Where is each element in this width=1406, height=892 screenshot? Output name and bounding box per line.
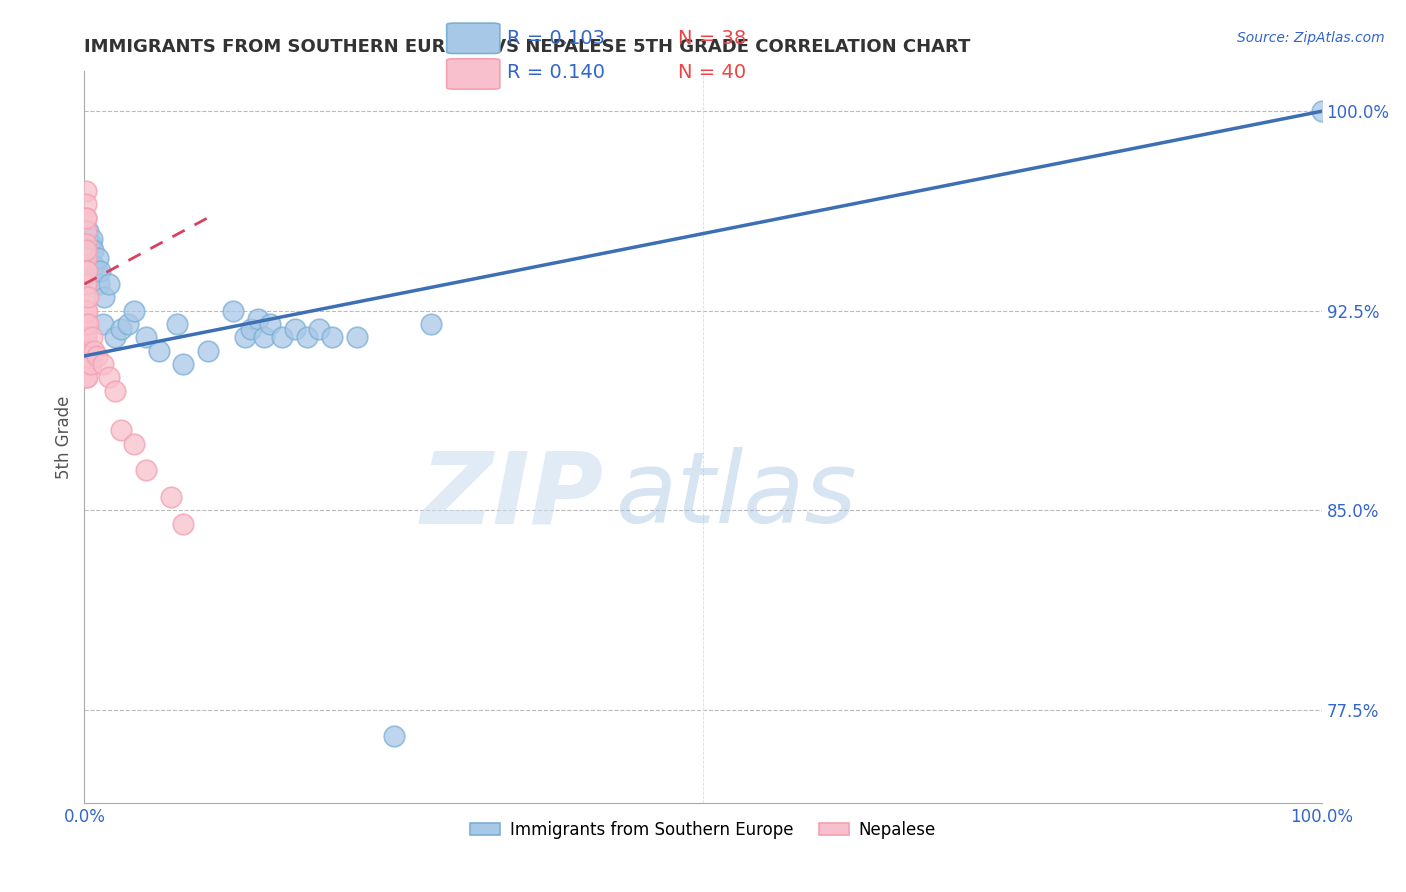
Text: IMMIGRANTS FROM SOUTHERN EUROPE VS NEPALESE 5TH GRADE CORRELATION CHART: IMMIGRANTS FROM SOUTHERN EUROPE VS NEPAL… xyxy=(84,38,970,56)
Point xyxy=(75,251,97,265)
Point xyxy=(77,224,100,238)
FancyBboxPatch shape xyxy=(447,59,501,89)
Point xyxy=(76,303,98,318)
Point xyxy=(79,237,101,252)
Legend: Immigrants from Southern Europe, Nepalese: Immigrants from Southern Europe, Nepales… xyxy=(464,814,942,846)
Point xyxy=(246,311,269,326)
Point xyxy=(233,330,256,344)
Point xyxy=(77,317,100,331)
Text: ZIP: ZIP xyxy=(420,447,605,544)
FancyBboxPatch shape xyxy=(447,23,501,54)
Point xyxy=(122,436,145,450)
Point xyxy=(295,330,318,344)
Point xyxy=(75,317,97,331)
Point xyxy=(76,357,98,371)
Point xyxy=(75,277,97,292)
Point xyxy=(382,729,405,743)
Point xyxy=(271,330,294,344)
Point xyxy=(284,322,307,336)
Point xyxy=(75,290,97,304)
Point xyxy=(75,184,97,198)
Text: Source: ZipAtlas.com: Source: ZipAtlas.com xyxy=(1237,31,1385,45)
Point xyxy=(75,264,97,278)
Point xyxy=(75,303,97,318)
Point xyxy=(240,322,263,336)
Text: N = 38: N = 38 xyxy=(678,29,747,48)
Point xyxy=(160,490,183,504)
Point xyxy=(75,317,97,331)
Text: atlas: atlas xyxy=(616,447,858,544)
Point xyxy=(93,290,115,304)
Point xyxy=(79,251,101,265)
Point xyxy=(75,243,97,257)
Point xyxy=(91,317,114,331)
Point xyxy=(89,277,111,292)
Point xyxy=(110,322,132,336)
Point xyxy=(76,343,98,358)
Point xyxy=(104,330,127,344)
Point xyxy=(75,237,97,252)
Point xyxy=(82,243,104,257)
Point xyxy=(76,370,98,384)
Point xyxy=(110,424,132,438)
Point xyxy=(75,349,97,363)
Y-axis label: 5th Grade: 5th Grade xyxy=(55,395,73,479)
Point xyxy=(346,330,368,344)
Point xyxy=(77,290,100,304)
Point xyxy=(80,232,103,246)
Point xyxy=(148,343,170,358)
Point xyxy=(79,357,101,371)
Point xyxy=(122,303,145,318)
Point xyxy=(135,463,157,477)
Point xyxy=(98,277,121,292)
Point xyxy=(104,384,127,398)
Point xyxy=(83,343,105,358)
Point xyxy=(91,357,114,371)
Point xyxy=(87,251,110,265)
Point xyxy=(75,211,97,225)
Point xyxy=(259,317,281,331)
Point xyxy=(80,330,103,344)
Point xyxy=(75,197,97,211)
Point xyxy=(75,224,97,238)
Point xyxy=(172,357,194,371)
Point xyxy=(308,322,330,336)
Point xyxy=(98,370,121,384)
Text: N = 40: N = 40 xyxy=(678,63,747,82)
Text: R = 0.140: R = 0.140 xyxy=(508,63,606,82)
Point xyxy=(321,330,343,344)
Point xyxy=(419,317,441,331)
Point xyxy=(166,317,188,331)
Point xyxy=(75,343,97,358)
Point xyxy=(86,264,108,278)
Point xyxy=(83,259,105,273)
Point xyxy=(1310,104,1333,119)
Point xyxy=(89,264,111,278)
Point xyxy=(76,264,98,278)
Point xyxy=(197,343,219,358)
Point xyxy=(135,330,157,344)
Point xyxy=(75,277,97,292)
Point xyxy=(253,330,276,344)
Point xyxy=(75,330,97,344)
Point xyxy=(79,237,101,252)
Point xyxy=(75,211,97,225)
Point xyxy=(75,370,97,384)
Point xyxy=(86,349,108,363)
Point xyxy=(75,330,97,344)
Point xyxy=(222,303,245,318)
Point xyxy=(77,343,100,358)
Point xyxy=(117,317,139,331)
Text: R = 0.103: R = 0.103 xyxy=(508,29,606,48)
Point xyxy=(172,516,194,531)
